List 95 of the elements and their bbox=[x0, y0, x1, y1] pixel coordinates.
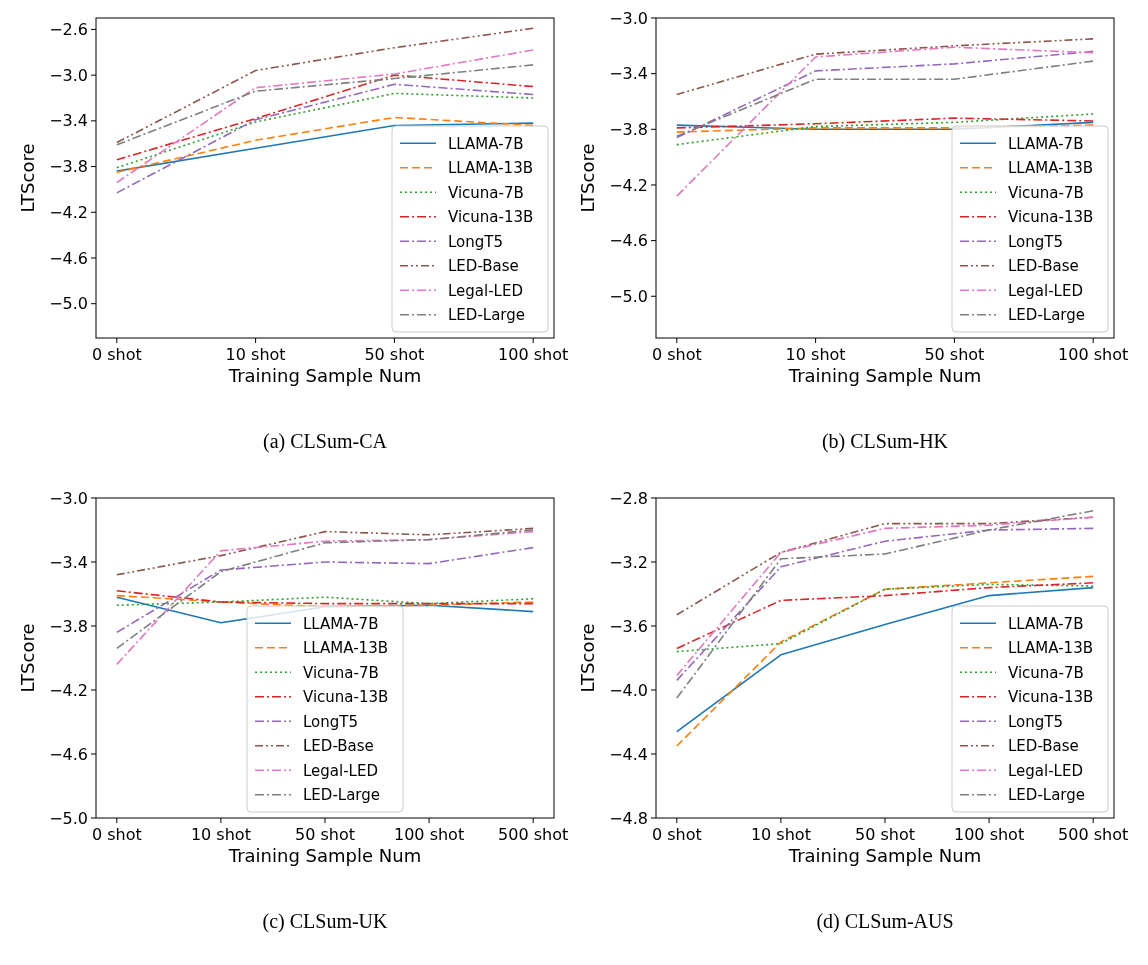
legend-label: Vicuna-13B bbox=[303, 688, 389, 706]
y-tick-label: −5.0 bbox=[49, 294, 88, 314]
y-axis-title: LTScore bbox=[577, 143, 598, 213]
y-tick-label: −3.0 bbox=[49, 65, 88, 85]
legend-label: Vicuna-7B bbox=[448, 183, 524, 202]
x-tick-label: 500 shot bbox=[1058, 825, 1129, 844]
y-tick-label: −3.8 bbox=[49, 616, 88, 636]
x-tick-label: 10 shot bbox=[750, 825, 811, 844]
text: (b) CLSum-HK bbox=[821, 430, 949, 453]
line-series bbox=[116, 527, 534, 576]
line-series bbox=[676, 38, 1094, 96]
line-series bbox=[116, 74, 534, 161]
x-tick-label: 50 shot bbox=[364, 345, 425, 364]
line-series bbox=[676, 46, 1094, 197]
legend-label: LLAMA-13B bbox=[303, 639, 388, 657]
legend-label: LED-Large bbox=[448, 306, 525, 324]
x-tick-label: 0 shot bbox=[651, 345, 702, 364]
y-tick-label: −2.8 bbox=[609, 488, 648, 508]
y-tick-label: −4.2 bbox=[49, 202, 88, 222]
y-tick-label: −3.0 bbox=[609, 8, 648, 28]
x-tick-label: 10 shot bbox=[225, 345, 286, 364]
x-tick-label: 50 shot bbox=[295, 825, 355, 844]
x-axis-title: Training Sample Num bbox=[227, 365, 422, 386]
x-tick-label: 100 shot bbox=[498, 345, 569, 364]
y-tick-label: −2.6 bbox=[49, 20, 88, 40]
y-tick-label: −4.6 bbox=[49, 248, 88, 268]
text: (d) CLSum-AUS bbox=[816, 910, 954, 933]
legend-label: LED-Large bbox=[303, 786, 380, 804]
x-axis-title: Training Sample Num bbox=[787, 365, 982, 386]
y-tick-label: −3.4 bbox=[49, 552, 88, 572]
line-series bbox=[676, 117, 1094, 129]
legend-label: LED-Large bbox=[1008, 306, 1085, 324]
legend-label: LED-Base bbox=[448, 257, 519, 275]
legend-label: LongT5 bbox=[448, 232, 504, 251]
legend-label: LLAMA-13B bbox=[1008, 159, 1093, 177]
legend-label: Vicuna-7B bbox=[1008, 183, 1084, 202]
y-tick-label: −3.4 bbox=[49, 111, 88, 131]
text: (c) CLSum-UK bbox=[262, 910, 389, 933]
legend-label: LLAMA-7B bbox=[448, 134, 524, 153]
y-tick-label: −4.6 bbox=[609, 231, 648, 251]
x-tick-label: 0 shot bbox=[91, 345, 142, 364]
legend-label: LongT5 bbox=[303, 712, 359, 731]
y-tick-label: −3.4 bbox=[609, 64, 648, 84]
legend-label: LongT5 bbox=[1008, 712, 1064, 731]
y-tick-label: −5.0 bbox=[609, 286, 648, 306]
legend-label: LLAMA-13B bbox=[1008, 639, 1093, 657]
y-axis-title: LTScore bbox=[17, 143, 38, 213]
y-tick-label: −3.2 bbox=[609, 552, 648, 572]
legend-label: Vicuna-13B bbox=[1008, 688, 1094, 706]
legend-label: Legal-LED bbox=[1008, 281, 1083, 300]
x-axis-title: Training Sample Num bbox=[787, 845, 982, 866]
x-tick-label: 50 shot bbox=[855, 825, 915, 844]
y-tick-label: −3.8 bbox=[609, 119, 648, 139]
legend-label: LLAMA-13B bbox=[448, 159, 533, 177]
y-axis-title: LTScore bbox=[17, 623, 38, 693]
y-tick-label: −4.8 bbox=[609, 808, 648, 828]
legend-label: LED-Base bbox=[1008, 257, 1079, 275]
legend-label: LLAMA-7B bbox=[1008, 614, 1084, 633]
y-tick-label: −4.0 bbox=[609, 680, 648, 700]
x-tick-label: 100 shot bbox=[1058, 345, 1129, 364]
legend-label: Vicuna-7B bbox=[1008, 663, 1084, 682]
y-tick-label: −3.0 bbox=[49, 488, 88, 508]
y-tick-label: −3.8 bbox=[49, 157, 88, 177]
legend-label: LongT5 bbox=[1008, 232, 1064, 251]
y-tick-label: −4.2 bbox=[609, 175, 648, 195]
legend-label: LLAMA-7B bbox=[1008, 134, 1084, 153]
legend-label: Legal-LED bbox=[448, 281, 523, 300]
legend-label: Legal-LED bbox=[1008, 761, 1083, 780]
legend-label: Legal-LED bbox=[303, 761, 378, 780]
x-axis-title: Training Sample Num bbox=[227, 845, 422, 866]
x-tick-label: 100 shot bbox=[394, 825, 465, 844]
line-series bbox=[676, 516, 1094, 616]
legend-label: LED-Base bbox=[303, 737, 374, 755]
y-tick-label: −4.2 bbox=[49, 680, 88, 700]
line-series bbox=[116, 49, 534, 184]
legend-label: LLAMA-7B bbox=[303, 614, 379, 633]
x-tick-label: 10 shot bbox=[785, 345, 846, 364]
x-tick-label: 0 shot bbox=[91, 825, 142, 844]
y-tick-label: −4.4 bbox=[609, 744, 648, 764]
legend-label: LED-Large bbox=[1008, 786, 1085, 804]
y-tick-label: −3.6 bbox=[609, 616, 648, 636]
legend-label: Vicuna-13B bbox=[1008, 208, 1094, 226]
text: (a) CLSum-CA bbox=[263, 430, 388, 453]
legend-label: Vicuna-13B bbox=[448, 208, 534, 226]
y-tick-label: −5.0 bbox=[49, 808, 88, 828]
x-tick-label: 50 shot bbox=[924, 345, 985, 364]
y-tick-label: −4.6 bbox=[49, 744, 88, 764]
legend-label: LED-Base bbox=[1008, 737, 1079, 755]
x-tick-label: 500 shot bbox=[498, 825, 569, 844]
x-tick-label: 0 shot bbox=[651, 825, 702, 844]
y-axis-title: LTScore bbox=[577, 623, 598, 693]
x-tick-label: 100 shot bbox=[954, 825, 1025, 844]
x-tick-label: 10 shot bbox=[190, 825, 251, 844]
legend-label: Vicuna-7B bbox=[303, 663, 379, 682]
line-series bbox=[116, 546, 534, 634]
